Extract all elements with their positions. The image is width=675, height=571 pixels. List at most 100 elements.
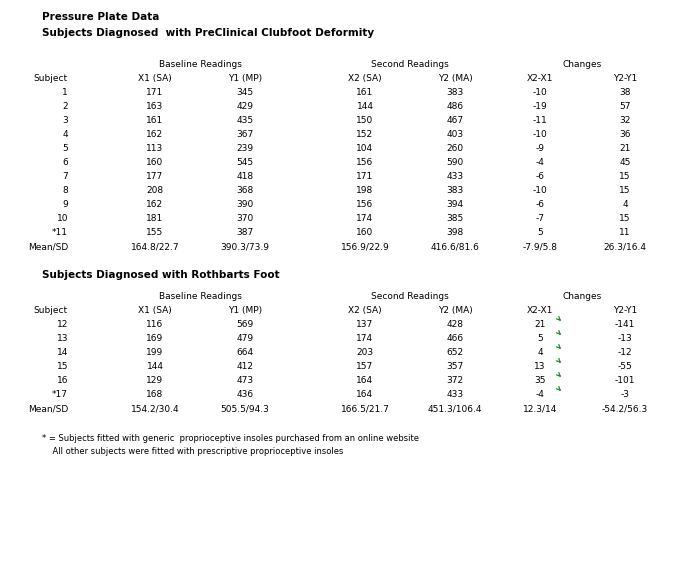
Text: Pressure Plate Data: Pressure Plate Data xyxy=(42,12,159,22)
Text: -101: -101 xyxy=(615,376,635,385)
Text: Baseline Readings: Baseline Readings xyxy=(159,60,242,69)
Text: 433: 433 xyxy=(446,172,464,181)
Text: 451.3/106.4: 451.3/106.4 xyxy=(428,404,482,413)
Text: Second Readings: Second Readings xyxy=(371,60,449,69)
Text: 12.3/14: 12.3/14 xyxy=(523,404,557,413)
Text: 156.9/22.9: 156.9/22.9 xyxy=(341,242,389,251)
Text: Subjects Diagnosed  with PreClinical Clubfoot Deformity: Subjects Diagnosed with PreClinical Club… xyxy=(42,28,374,38)
Text: Baseline Readings: Baseline Readings xyxy=(159,292,242,301)
Text: X2 (SA): X2 (SA) xyxy=(348,306,382,315)
Text: -4: -4 xyxy=(535,158,545,167)
Text: 15: 15 xyxy=(619,172,630,181)
Text: 203: 203 xyxy=(356,348,373,357)
Text: 5: 5 xyxy=(62,144,68,153)
Text: * = Subjects fitted with generic  proprioceptive insoles purchased from an onlin: * = Subjects fitted with generic proprio… xyxy=(42,434,419,443)
Text: 479: 479 xyxy=(236,334,254,343)
Text: 166.5/21.7: 166.5/21.7 xyxy=(341,404,389,413)
Text: 390.3/73.9: 390.3/73.9 xyxy=(221,242,269,251)
Text: 152: 152 xyxy=(356,130,373,139)
Text: 157: 157 xyxy=(356,362,374,371)
Text: 15: 15 xyxy=(57,362,68,371)
Text: 169: 169 xyxy=(146,334,163,343)
Text: -10: -10 xyxy=(533,186,547,195)
Text: 436: 436 xyxy=(236,390,254,399)
Text: Y2-Y1: Y2-Y1 xyxy=(613,74,637,83)
Text: 15: 15 xyxy=(619,214,630,223)
Text: -7: -7 xyxy=(535,214,545,223)
Text: 144: 144 xyxy=(146,362,163,371)
Text: 435: 435 xyxy=(236,116,254,125)
Text: 45: 45 xyxy=(620,158,630,167)
Text: -9: -9 xyxy=(535,144,545,153)
Text: 57: 57 xyxy=(619,102,630,111)
Text: 177: 177 xyxy=(146,172,163,181)
Text: 174: 174 xyxy=(356,214,373,223)
Text: 154.2/30.4: 154.2/30.4 xyxy=(131,404,180,413)
Text: 35: 35 xyxy=(534,376,546,385)
Text: 505.5/94.3: 505.5/94.3 xyxy=(221,404,269,413)
Text: 14: 14 xyxy=(57,348,68,357)
Text: 418: 418 xyxy=(236,172,254,181)
Text: 357: 357 xyxy=(446,362,464,371)
Text: 5: 5 xyxy=(537,334,543,343)
Text: Y1 (MP): Y1 (MP) xyxy=(228,74,262,83)
Text: 116: 116 xyxy=(146,320,163,329)
Text: 5: 5 xyxy=(537,228,543,237)
Text: 433: 433 xyxy=(446,390,464,399)
Text: -3: -3 xyxy=(620,390,630,399)
Text: 162: 162 xyxy=(146,200,163,209)
Text: Second Readings: Second Readings xyxy=(371,292,449,301)
Text: 162: 162 xyxy=(146,130,163,139)
Text: 473: 473 xyxy=(236,376,254,385)
Text: 4: 4 xyxy=(537,348,543,357)
Text: 163: 163 xyxy=(146,102,163,111)
Text: 545: 545 xyxy=(236,158,254,167)
Text: -4: -4 xyxy=(535,390,545,399)
Text: 429: 429 xyxy=(236,102,254,111)
Text: 394: 394 xyxy=(446,200,464,209)
Text: 590: 590 xyxy=(446,158,464,167)
Text: 113: 113 xyxy=(146,144,163,153)
Text: 383: 383 xyxy=(446,88,464,97)
Text: -10: -10 xyxy=(533,130,547,139)
Text: 164: 164 xyxy=(356,390,373,399)
Text: 156: 156 xyxy=(356,158,374,167)
Text: 466: 466 xyxy=(446,334,464,343)
Text: X1 (SA): X1 (SA) xyxy=(138,306,172,315)
Text: 239: 239 xyxy=(236,144,254,153)
Text: 398: 398 xyxy=(446,228,464,237)
Text: -12: -12 xyxy=(618,348,632,357)
Text: 21: 21 xyxy=(620,144,630,153)
Text: 412: 412 xyxy=(236,362,254,371)
Text: 9: 9 xyxy=(62,200,68,209)
Text: 12: 12 xyxy=(57,320,68,329)
Text: 467: 467 xyxy=(446,116,464,125)
Text: 161: 161 xyxy=(146,116,163,125)
Text: 160: 160 xyxy=(146,158,163,167)
Text: *11: *11 xyxy=(52,228,68,237)
Text: 168: 168 xyxy=(146,390,163,399)
Text: 150: 150 xyxy=(356,116,374,125)
Text: 36: 36 xyxy=(619,130,630,139)
Text: 13: 13 xyxy=(534,362,546,371)
Text: 367: 367 xyxy=(236,130,254,139)
Text: 11: 11 xyxy=(619,228,630,237)
Text: 368: 368 xyxy=(236,186,254,195)
Text: 8: 8 xyxy=(62,186,68,195)
Text: -6: -6 xyxy=(535,200,545,209)
Text: 6: 6 xyxy=(62,158,68,167)
Text: 403: 403 xyxy=(446,130,464,139)
Text: 3: 3 xyxy=(62,116,68,125)
Text: 38: 38 xyxy=(619,88,630,97)
Text: 2: 2 xyxy=(62,102,68,111)
Text: 171: 171 xyxy=(356,172,374,181)
Text: Mean/SD: Mean/SD xyxy=(28,242,68,251)
Text: 156: 156 xyxy=(356,200,374,209)
Text: 15: 15 xyxy=(619,186,630,195)
Text: 174: 174 xyxy=(356,334,373,343)
Text: -7.9/5.8: -7.9/5.8 xyxy=(522,242,558,251)
Text: 569: 569 xyxy=(236,320,254,329)
Text: Subjects Diagnosed with Rothbarts Foot: Subjects Diagnosed with Rothbarts Foot xyxy=(42,270,279,280)
Text: 4: 4 xyxy=(622,200,628,209)
Text: X2 (SA): X2 (SA) xyxy=(348,74,382,83)
